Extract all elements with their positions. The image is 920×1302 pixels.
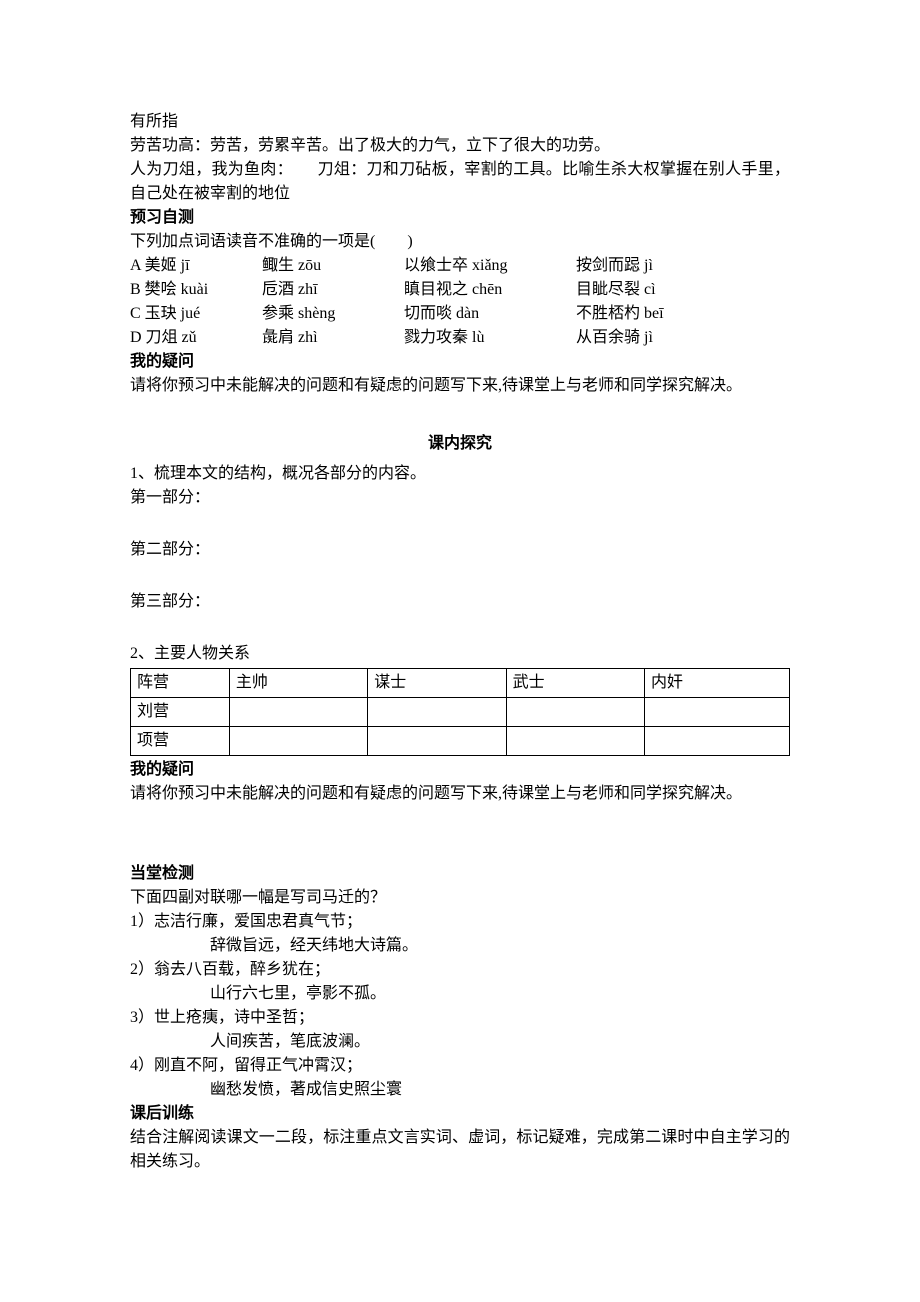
inclass-p3: 第三部分： (130, 590, 790, 614)
myq2-heading: 我的疑问 (130, 758, 790, 782)
inclass-p2: 第二部分： (130, 538, 790, 562)
th: 阵营 (131, 669, 230, 698)
th: 武士 (506, 669, 644, 698)
after-text: 结合注解阅读课文一二段，标注重点文言实词、虚词，标记疑难，完成第二课时中自主学习… (130, 1126, 790, 1174)
td: 刘营 (131, 698, 230, 727)
couplet-2a: 2）翁去八百载，醉乡犹在； (130, 958, 790, 982)
cell: C 玉玦 jué (130, 302, 262, 326)
spacer (130, 614, 790, 642)
intro-line3: 人为刀俎，我为鱼肉： 刀俎：刀和刀砧板，宰割的工具。比喻生杀大权掌握在别人手里，… (130, 158, 790, 206)
couplet-1b: 辞微旨远，经天纬地大诗篇。 (130, 934, 790, 958)
td (506, 698, 644, 727)
spacer (130, 806, 790, 834)
quiz-heading: 当堂检测 (130, 862, 790, 886)
couplet-2b: 山行六七里，亭影不孤。 (130, 982, 790, 1006)
spacer (130, 510, 790, 538)
couplet-4a: 4）刚直不阿，留得正气冲霄汉； (130, 1054, 790, 1078)
td (368, 727, 506, 756)
td (229, 727, 367, 756)
after-heading: 课后训练 (130, 1102, 790, 1126)
cell: 卮酒 zhī (262, 278, 404, 302)
inclass-heading: 课内探究 (130, 432, 790, 456)
td (644, 727, 789, 756)
td (506, 727, 644, 756)
relation-table: 阵营 主帅 谋士 武士 内奸 刘营 项营 (130, 668, 790, 756)
cell: 以飨士卒 xiǎng (404, 254, 576, 278)
couplet-4b: 幽愁发愤，著成信史照尘寰 (130, 1078, 790, 1102)
inclass-p1: 第一部分： (130, 486, 790, 510)
inclass-q1: 1、梳理本文的结构，概况各部分的内容。 (130, 462, 790, 486)
table-row: 刘营 (131, 698, 790, 727)
myq2-text: 请将你预习中未能解决的问题和有疑虑的问题写下来,待课堂上与老师和同学探究解决。 (130, 782, 790, 806)
th: 内奸 (644, 669, 789, 698)
cell: B 樊哙 kuài (130, 278, 262, 302)
cell: 目眦尽裂 cì (576, 278, 790, 302)
cell: 切而啖 dàn (404, 302, 576, 326)
table-row: 阵营 主帅 谋士 武士 内奸 (131, 669, 790, 698)
pinyin-row-a: A 美姬 jī 鲰生 zōu 以飨士卒 xiǎng 按剑而跽 jì (130, 254, 790, 278)
th: 主帅 (229, 669, 367, 698)
cell: 戮力攻秦 lù (404, 326, 576, 350)
preview-question: 下列加点词语读音不准确的一项是( ) (130, 230, 790, 254)
cell: D 刀俎 zǔ (130, 326, 262, 350)
spacer (130, 834, 790, 862)
td (229, 698, 367, 727)
td (644, 698, 789, 727)
cell: 不胜桮杓 beī (576, 302, 790, 326)
cell: 从百余骑 jì (576, 326, 790, 350)
cell: 鲰生 zōu (262, 254, 404, 278)
spacer (130, 398, 790, 426)
pinyin-row-d: D 刀俎 zǔ 彘肩 zhì 戮力攻秦 lù 从百余骑 jì (130, 326, 790, 350)
pinyin-row-b: B 樊哙 kuài 卮酒 zhī 瞋目视之 chēn 目眦尽裂 cì (130, 278, 790, 302)
spacer (130, 562, 790, 590)
myq1-heading: 我的疑问 (130, 350, 790, 374)
cell: 参乘 shèng (262, 302, 404, 326)
couplet-3a: 3）世上疮痍，诗中圣哲； (130, 1006, 790, 1030)
quiz-question: 下面四副对联哪一幅是写司马迁的？ (130, 886, 790, 910)
page: 有所指 劳苦功高：劳苦，劳累辛苦。出了极大的力气，立下了很大的功劳。 人为刀俎，… (0, 0, 920, 1302)
couplet-3b: 人间疾苦，笔底波澜。 (130, 1030, 790, 1054)
intro-line1: 有所指 (130, 110, 790, 134)
cell: 彘肩 zhì (262, 326, 404, 350)
table-row: 项营 (131, 727, 790, 756)
intro-line2: 劳苦功高：劳苦，劳累辛苦。出了极大的力气，立下了很大的功劳。 (130, 134, 790, 158)
td (368, 698, 506, 727)
pinyin-row-c: C 玉玦 jué 参乘 shèng 切而啖 dàn 不胜桮杓 beī (130, 302, 790, 326)
cell: A 美姬 jī (130, 254, 262, 278)
td: 项营 (131, 727, 230, 756)
couplet-1a: 1）志洁行廉，爱国忠君真气节； (130, 910, 790, 934)
cell: 按剑而跽 jì (576, 254, 790, 278)
cell: 瞋目视之 chēn (404, 278, 576, 302)
th: 谋士 (368, 669, 506, 698)
myq1-text: 请将你预习中未能解决的问题和有疑虑的问题写下来,待课堂上与老师和同学探究解决。 (130, 374, 790, 398)
preview-heading: 预习自测 (130, 206, 790, 230)
inclass-q2: 2、主要人物关系 (130, 642, 790, 666)
